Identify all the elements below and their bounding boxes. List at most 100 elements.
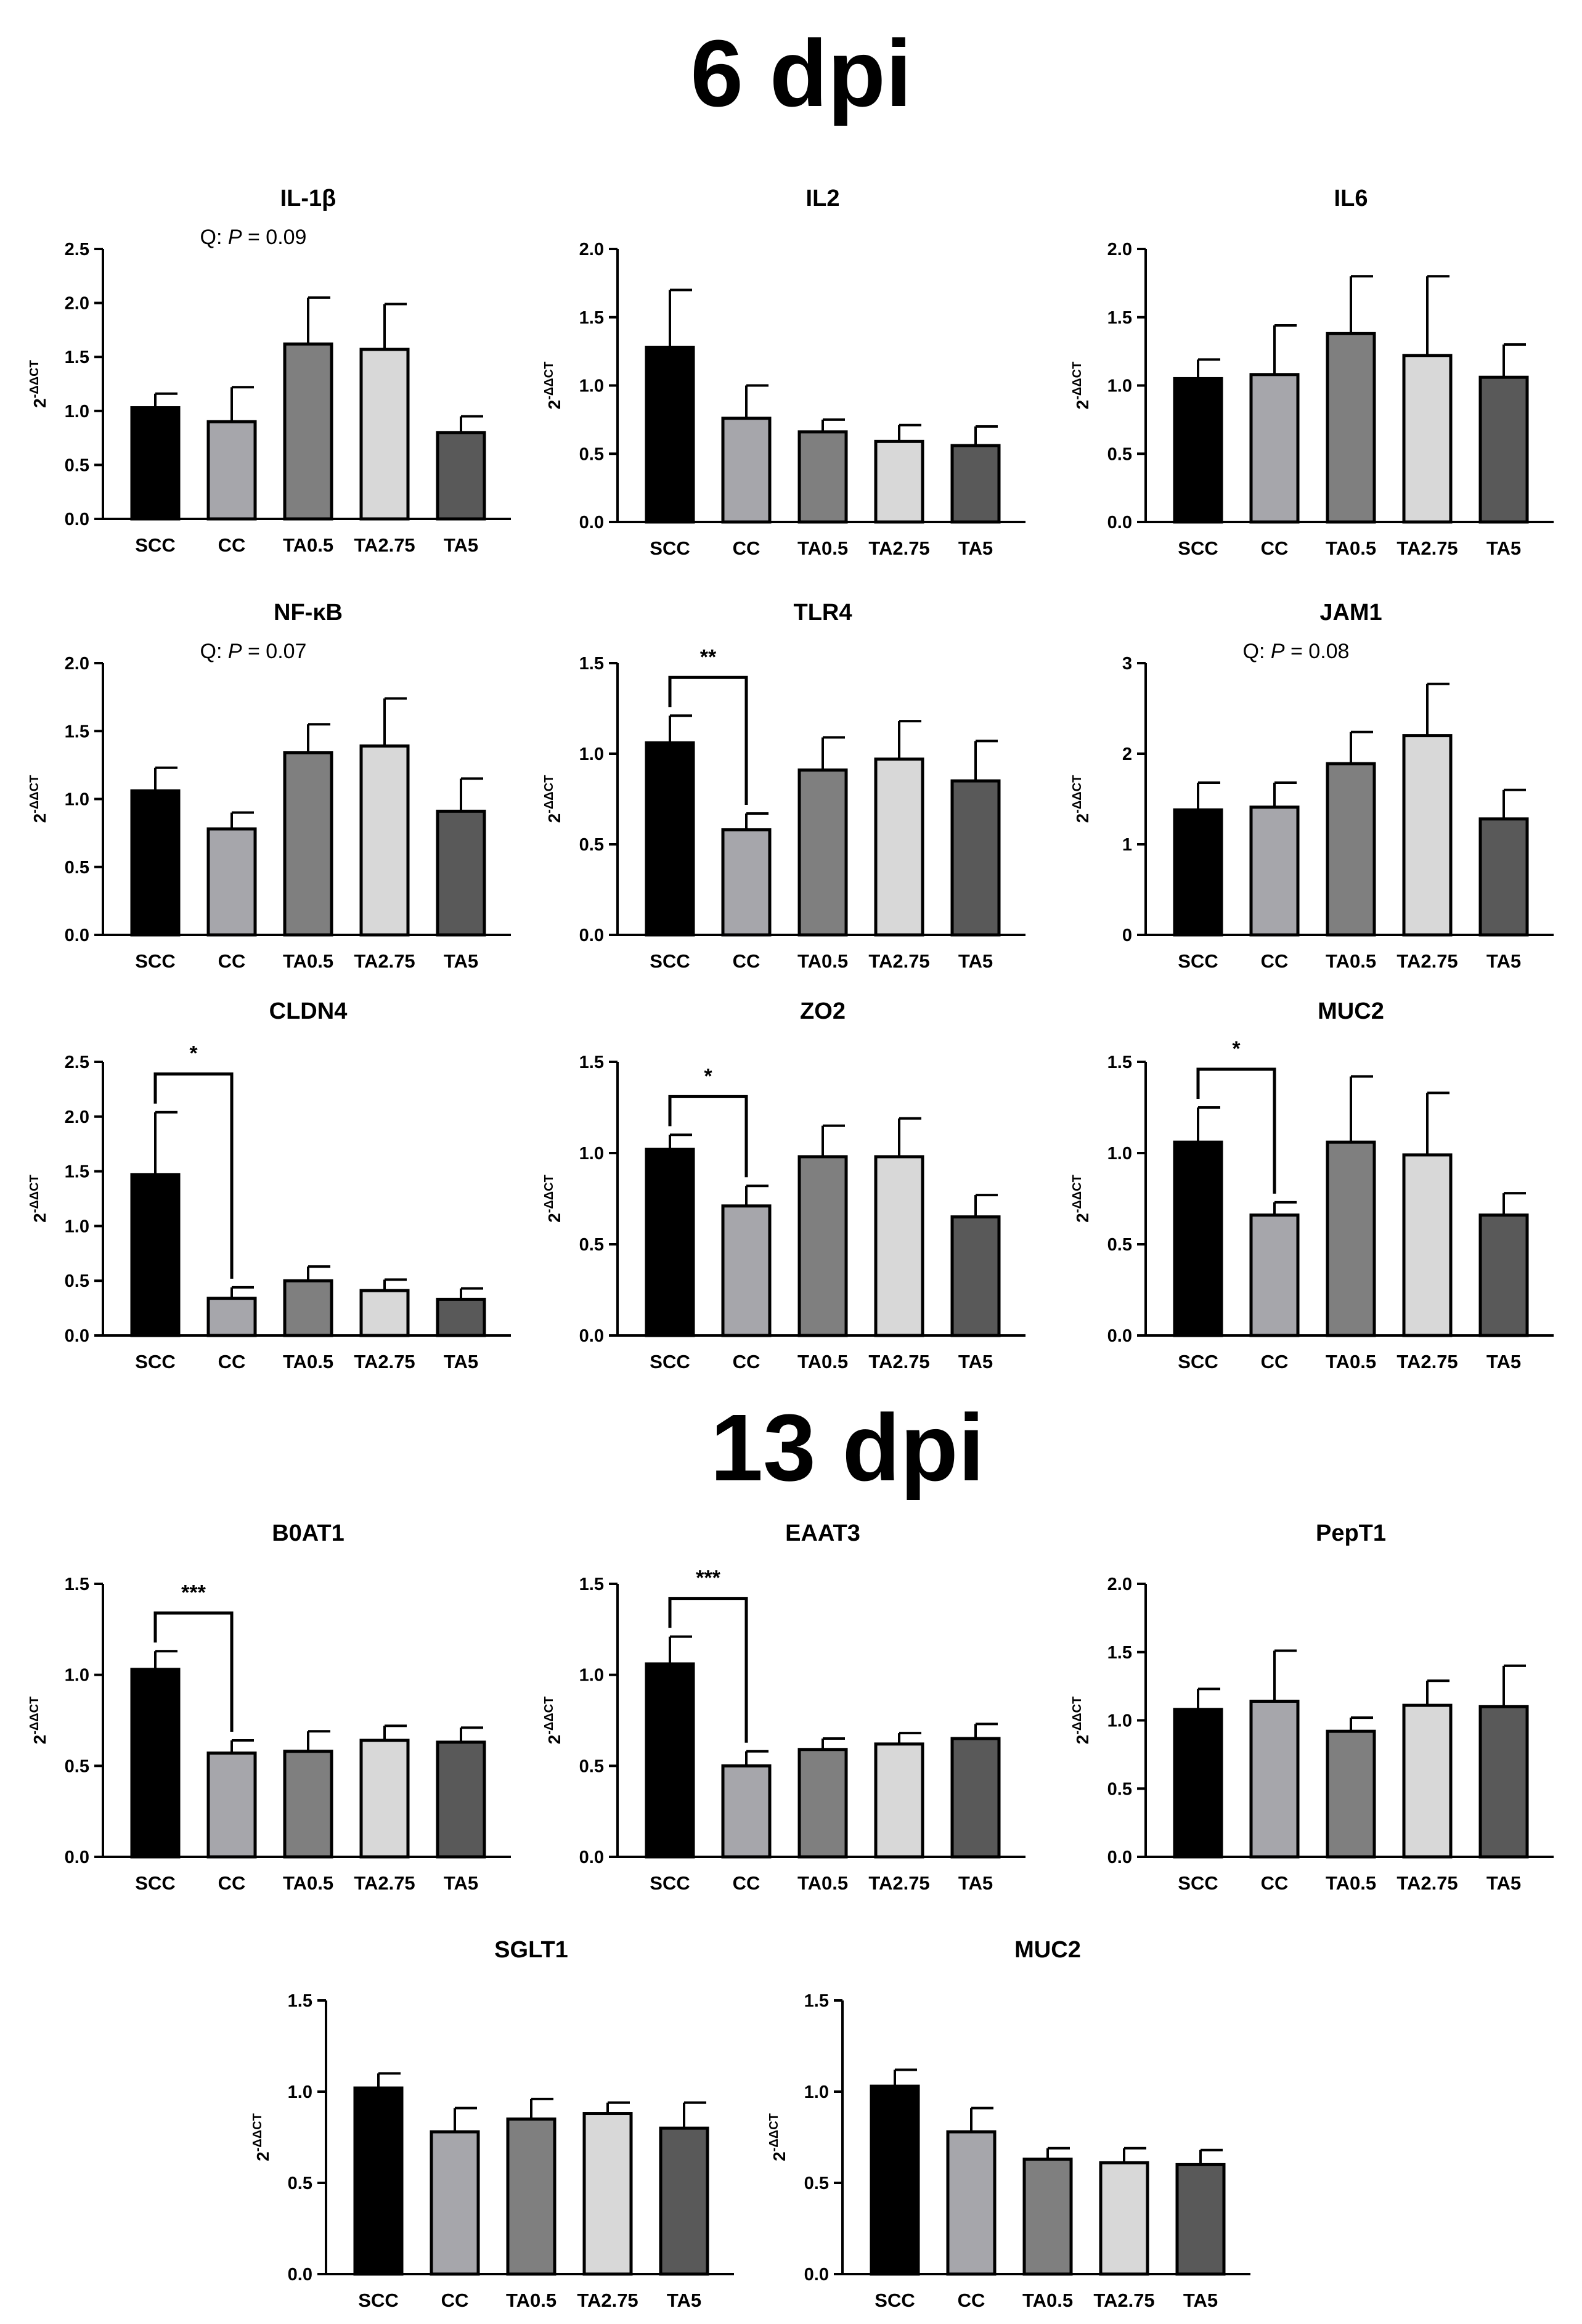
y-tick-label: 0.0 (65, 510, 89, 529)
x-tick-label: TA2.75 (1396, 950, 1458, 972)
x-tick-label: SCC (135, 1351, 175, 1372)
x-tick-label: TA0.5 (283, 534, 333, 556)
chart-panel: SGLT1 2-ΔΔCT 0.0 0.5 1.0 1.5 SCC CC TA0.5 TA2.75 T… (251, 1937, 734, 2311)
x-tick-label: TA0.5 (283, 950, 333, 972)
chart-panel: B0AT1 2-ΔΔCT 0.0 0.5 1.0 1.5 SCC CC TA0.5 TA2.75 T… (28, 1520, 511, 1894)
y-tick-label: 0.0 (579, 926, 604, 945)
bar (206, 1297, 257, 1337)
bar (359, 1739, 410, 1859)
chart-title: SGLT1 (494, 1937, 568, 1963)
chart-panel: PepT1 2-ΔΔCT 0.0 0.5 1.0 1.5 2.0 SCC CC TA0.5 TA2.… (1070, 1520, 1554, 1894)
y-tick-label: 0.5 (65, 455, 89, 475)
x-tick-label: CC (218, 1351, 246, 1372)
bar (874, 757, 924, 937)
chart-panel: TLR4 2-ΔΔCT 0.0 0.5 1.0 1.5 SCC CC TA0.5 TA2.75 TA… (542, 600, 1025, 972)
bar (506, 2117, 557, 2276)
x-tick-label: CC (958, 2289, 985, 2311)
significance-label: ** (700, 645, 717, 669)
bar (1173, 808, 1223, 937)
x-tick-label: TA0.5 (1326, 950, 1376, 972)
x-tick-label: TA2.75 (577, 2289, 638, 2311)
bar (1478, 1705, 1529, 1859)
bar (206, 420, 257, 521)
chart-title: IL-1β (280, 186, 336, 211)
x-tick-label: SCC (358, 2289, 398, 2311)
y-tick-label: 0.5 (1107, 1235, 1132, 1255)
x-tick-label: TA5 (1486, 537, 1521, 559)
significance-bracket (668, 675, 748, 805)
y-axis-label: 2-ΔΔCT (542, 775, 564, 823)
y-tick-label: 1.0 (804, 2082, 829, 2102)
bar (870, 2084, 920, 2276)
chart-title: MUC2 (1014, 1937, 1081, 1963)
y-tick-label: 1.0 (65, 790, 89, 810)
chart-title: JAM1 (1319, 600, 1382, 626)
x-tick-label: TA0.5 (1326, 537, 1376, 559)
y-tick-label: 2.0 (65, 654, 89, 674)
x-tick-label: TA5 (958, 950, 993, 972)
x-tick-label: CC (218, 950, 246, 972)
x-tick-label: TA2.75 (1396, 1351, 1458, 1372)
y-tick-label: 1.0 (288, 2082, 312, 2102)
significance-label: *** (696, 1567, 720, 1590)
y-tick-label: 1.5 (65, 1162, 89, 1182)
bar (645, 741, 695, 937)
y-tick-label: 2.0 (1107, 240, 1132, 259)
y-tick-label: 0.5 (579, 1235, 604, 1255)
bar (1099, 2161, 1149, 2276)
section-title-13dpi: 13 dpi (710, 1395, 984, 1501)
y-tick-label: 0.0 (804, 2265, 829, 2285)
x-tick-label: TA2.75 (868, 1351, 929, 1372)
bar (436, 1297, 486, 1337)
significance-bracket (1196, 1067, 1276, 1194)
y-tick-label: 1.5 (1107, 1643, 1132, 1663)
chart-title: MUC2 (1318, 998, 1384, 1024)
bar (130, 1173, 181, 1337)
significance-label: * (1232, 1037, 1241, 1061)
bar (1326, 332, 1376, 524)
y-tick-label: 0.5 (1107, 444, 1132, 464)
x-tick-label: SCC (1178, 1351, 1218, 1372)
y-tick-label: 0.5 (65, 858, 89, 878)
bar (359, 348, 410, 521)
y-tick-label: 0.0 (1107, 1848, 1132, 1867)
y-tick-label: 1.0 (1107, 1144, 1132, 1164)
x-tick-label: TA0.5 (797, 950, 848, 972)
bar (359, 1289, 410, 1337)
bar (874, 1742, 924, 1859)
bar (206, 827, 257, 937)
y-tick-label: 0.0 (579, 1326, 604, 1346)
bar (1402, 1153, 1453, 1337)
x-tick-label: TA5 (958, 1872, 993, 1894)
x-tick-label: SCC (650, 950, 690, 972)
x-tick-label: TA2.75 (1396, 537, 1458, 559)
significance-label: * (704, 1064, 712, 1088)
y-tick-label: 1.5 (1107, 1053, 1132, 1072)
y-tick-label: 2.0 (1107, 1575, 1132, 1594)
y-tick-label: 0.5 (579, 835, 604, 855)
y-tick-label: 1.0 (65, 1217, 89, 1236)
chart-panel: IL2 2-ΔΔCT 0.0 0.5 1.0 1.5 2.0 SCC CC TA0.5 TA2.75… (542, 186, 1025, 559)
chart-title: PepT1 (1316, 1520, 1386, 1546)
y-tick-label: 2.0 (579, 240, 604, 259)
y-tick-label: 0.5 (288, 2174, 312, 2193)
y-tick-label: 2.0 (65, 1107, 89, 1127)
bar (950, 1737, 1001, 1859)
y-axis-label: 2-ΔΔCT (542, 362, 564, 410)
x-tick-label: CC (1261, 1872, 1289, 1894)
x-tick-label: SCC (1178, 537, 1218, 559)
chart-title: NF-κB (274, 600, 343, 626)
x-tick-label: TA2.75 (354, 1351, 415, 1372)
bar (874, 1155, 924, 1337)
x-tick-label: TA2.75 (354, 534, 415, 556)
chart-panel: JAM1 2-ΔΔCT 0 1 2 3 SCC CC TA0.5 TA2.75 TA5 Q: P = … (1070, 600, 1554, 972)
x-tick-label: SCC (875, 2289, 915, 2311)
q-p-value-annotation: Q: P = 0.09 (200, 226, 307, 249)
y-axis-label: 2-ΔΔCT (28, 1175, 49, 1223)
x-tick-label: CC (1261, 1351, 1289, 1372)
x-tick-label: TA5 (444, 950, 478, 972)
q-p-value-annotation: Q: P = 0.07 (200, 640, 307, 663)
x-tick-label: TA2.75 (1396, 1872, 1458, 1894)
bar (130, 789, 181, 937)
